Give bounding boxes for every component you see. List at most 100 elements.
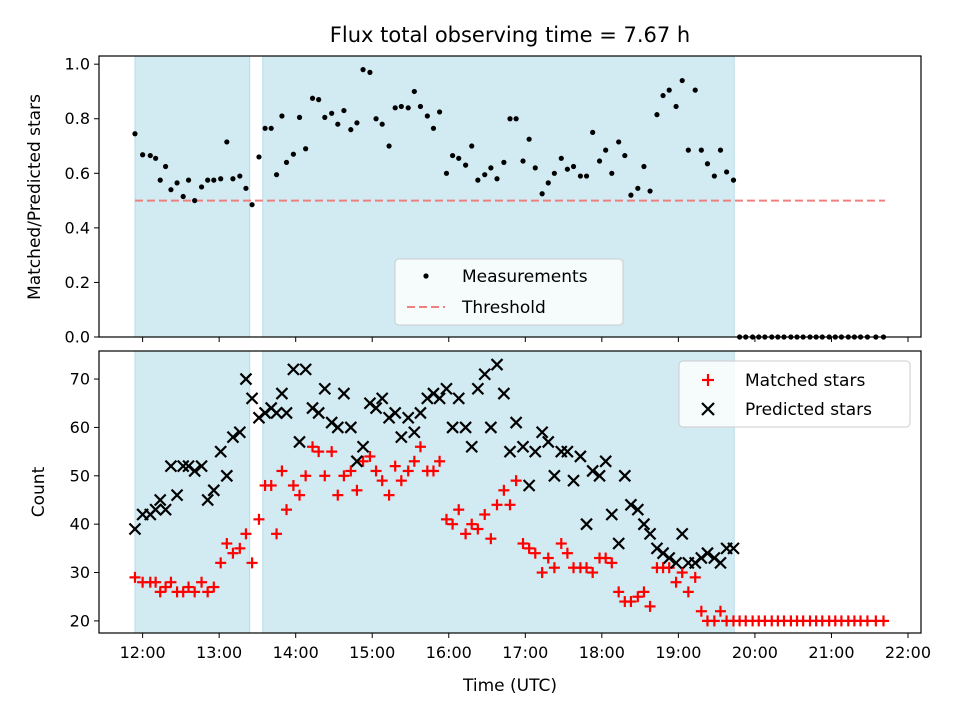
x-tick-label: 15:00 [349,643,395,662]
predicted-stars-point [509,416,523,429]
measurements-point [545,180,551,186]
predicted-stars-point [612,537,625,550]
measurements-point [341,107,347,114]
measurements-point [456,155,462,161]
measurements-point [360,67,366,73]
bottom-y-tick-label: 20 [70,611,90,630]
matched-stars-point [600,552,612,564]
matched-stars-point [300,470,312,482]
measurements-point [666,87,672,93]
predicted-stars-point [727,542,740,555]
measurements-point [303,146,309,152]
matched-stars-point [281,504,293,516]
matched-stars-point [165,576,177,588]
matched-stars-point [472,523,484,535]
predicted-stars-point [214,445,227,458]
measurements-point [704,161,711,167]
matched-stars-point [714,605,726,617]
matched-stars-point [376,475,388,487]
matched-stars-point [638,586,650,598]
matched-stars-point [150,576,162,588]
measurements-point [635,185,641,191]
matched-stars-point [364,450,376,462]
bottom-y-tick-label: 50 [70,466,90,485]
predicted-stars-point [662,551,676,565]
predicted-stars-point [337,387,351,400]
matched-stars-point [414,441,426,453]
measurements-point [475,177,481,183]
matched-stars-point [227,547,239,559]
measurements-point [329,110,335,116]
bottom-shaded-interval [262,350,735,634]
measurements-point [463,162,469,168]
matched-stars-point [491,499,503,511]
matched-stars-point [485,533,497,545]
measurements-point [157,177,163,183]
predicted-stars-point [239,372,253,386]
bottom-y-tick-label: 60 [70,418,90,437]
matched-stars-point [357,455,369,467]
predicted-stars-point [535,425,549,439]
predicted-stars-point [459,421,472,434]
predicted-stars-point [245,392,259,405]
predicted-stars-point [170,488,184,502]
measurements-point [147,152,153,159]
matched-stars-point [345,465,357,477]
predicted-stars-point [275,387,289,400]
predicted-stars-point [631,503,645,516]
matched-stars-point [294,489,306,501]
matched-stars-point [389,460,401,472]
measurements-point [168,187,174,193]
predicted-stars-point [478,367,492,381]
matched-stars-point [338,470,350,482]
measurements-point [679,77,685,84]
matched-stars-point [154,586,166,598]
legend-label-measurements: Measurements [462,267,588,287]
predicted-stars-point [350,455,364,468]
measurements-point [198,184,205,190]
predicted-stars-point [490,358,504,371]
measurements-point [590,129,596,135]
matched-stars-point [498,484,510,496]
x-tick-label: 13:00 [196,643,242,662]
measurements-point [405,105,411,111]
measurements-point [309,95,316,101]
predicted-stars-point [605,508,619,521]
measurements-point [316,97,322,103]
predicted-stars-point [541,435,555,449]
predicted-stars-point [331,421,345,434]
matched-stars-point [253,513,265,525]
measurements-point [243,185,249,191]
predicted-stars-point [465,440,479,454]
top-y-axis-label: Matched/Predicted stars [25,94,45,300]
predicted-stars-point [233,425,247,439]
matched-stars-point [183,581,195,593]
matched-stars-point [708,615,720,627]
predicted-stars-point [675,527,689,541]
predicted-stars-point [375,392,389,405]
matched-stars-point [313,446,325,458]
x-tick-label: 18:00 [579,643,625,662]
predicted-stars-point [401,411,415,425]
top-y-tick-label: 0.6 [65,164,90,183]
legend-label-threshold: Threshold [461,298,546,318]
matched-stars-point [479,508,491,520]
predicted-stars-point [188,464,201,478]
measurements-point [185,177,192,183]
measurements-point [436,109,443,115]
x-tick-label: 16:00 [426,643,472,662]
measurements-point [211,177,217,183]
predicted-stars-point [149,503,162,516]
predicted-stars-point [270,406,283,420]
measurements-point [603,147,609,153]
measurements-point [283,159,290,165]
matched-stars-point [351,484,363,496]
measurements-point [386,143,392,149]
measurements-point [296,114,303,120]
matched-stars-point [529,547,541,559]
matched-stars-point [517,538,529,550]
measurements-point [140,152,146,158]
matched-stars-point [234,542,246,554]
x-tick-label: 17:00 [502,643,548,662]
